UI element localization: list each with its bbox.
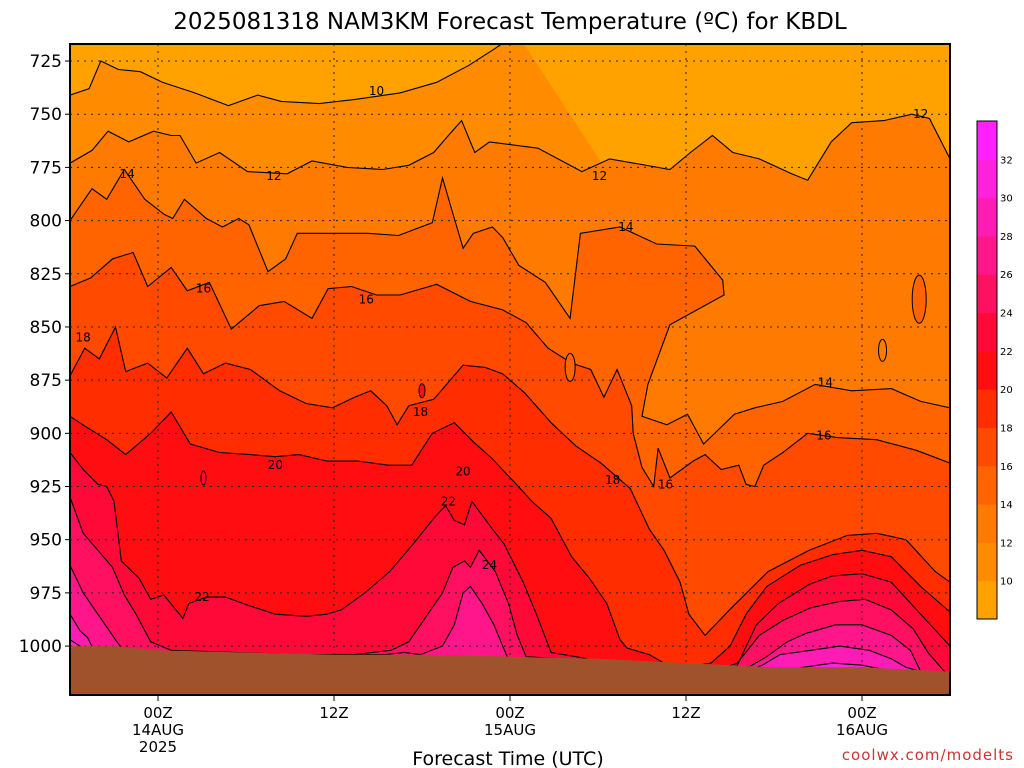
contour-labels: 10 12 12 12 14 14 14 16 16 16 16 18 18 18 20 20 22 22 24	[76, 84, 929, 604]
y-tick-label: 1000	[19, 637, 62, 657]
colorbar-tick-label: 20	[1000, 385, 1013, 396]
contour-label: 16	[816, 428, 831, 442]
x-axis-label: Forecast Time (UTC)	[412, 748, 603, 768]
contour-label: 20	[455, 465, 470, 479]
x-tick-label: 12Z	[671, 704, 700, 722]
colorbar-swatch	[977, 197, 997, 237]
colorbar-swatch	[977, 504, 997, 543]
isotherm-10	[70, 44, 503, 107]
colorbar-swatch	[977, 542, 997, 582]
isotherm-16	[70, 251, 950, 489]
colorbar-tick-label: 14	[1000, 500, 1013, 511]
contour-label: 20	[268, 458, 283, 472]
band-22	[70, 452, 950, 695]
x-tick-label: 2025	[139, 738, 177, 756]
contour-label: 14	[818, 375, 833, 389]
isotherm-closed	[418, 383, 426, 399]
isotherm-18	[70, 325, 950, 637]
colorbar-tick-label: 10	[1000, 577, 1013, 588]
colorbar-swatch	[977, 427, 997, 467]
x-tick-label: 15AUG	[484, 721, 536, 739]
contour-label: 14	[120, 167, 135, 181]
plot-area	[70, 44, 950, 695]
isotherm-closed	[564, 352, 576, 382]
x-tick-label: 16AUG	[836, 721, 888, 739]
colorbar-swatch	[977, 389, 997, 428]
colorbar-swatch	[977, 350, 997, 390]
colorbar-tick-label: 16	[1000, 462, 1013, 473]
ground-surface	[70, 646, 950, 695]
isotherm-12	[70, 113, 950, 181]
y-tick-label: 975	[30, 584, 62, 604]
isotherm-closed	[200, 470, 207, 486]
x-tick-label: 00Z	[495, 704, 524, 722]
colorbar-swatch	[977, 159, 997, 199]
colorbar-tick-label: 24	[1000, 309, 1013, 320]
contour-label: 16	[196, 282, 211, 296]
y-tick-label: 900	[30, 424, 62, 444]
chart-title: 2025081318 NAM3KM Forecast Temperature (…	[173, 9, 847, 35]
y-tick-label: 725	[30, 52, 62, 72]
y-axis: 725 750 775 800 825 850 875 900 925 950 975 1000	[19, 52, 70, 657]
colorbar-swatch	[977, 235, 997, 275]
credit-text: coolwx.com/modelts	[842, 746, 1014, 764]
x-tick-label: 00Z	[847, 704, 876, 722]
y-tick-label: 850	[30, 318, 62, 338]
y-tick-label: 925	[30, 478, 62, 498]
y-tick-label: 775	[30, 158, 62, 178]
contour-label: 12	[266, 169, 281, 183]
colorbar-tick-label: 26	[1000, 270, 1013, 281]
isotherm-20	[70, 411, 950, 668]
colorbar-frame	[976, 120, 998, 620]
colorbar-tick-label: 18	[1000, 423, 1013, 434]
contour-label: 18	[76, 331, 91, 345]
y-tick-label: 800	[30, 212, 62, 232]
y-tick-label: 750	[30, 105, 62, 125]
contour-label: 22	[194, 590, 209, 604]
contour-label: 18	[605, 473, 620, 487]
contour-label: 12	[592, 169, 607, 183]
contour-label: 24	[482, 558, 497, 572]
contour-label: 12	[913, 107, 928, 121]
y-tick-label: 825	[30, 265, 62, 285]
colorbar-tick-label: 12	[1000, 538, 1013, 549]
colorbar: 10 12 14 16 18 20 22 24 26 28 30 32	[976, 120, 1013, 620]
isotherm-closed	[911, 274, 927, 324]
x-tick-label: 00Z	[143, 704, 172, 722]
contour-label: 14	[618, 220, 633, 234]
contour-label: 16	[359, 292, 374, 306]
isotherm-14	[70, 168, 950, 445]
colorbar-tick-label: 22	[1000, 347, 1013, 358]
contour-label: 18	[413, 405, 428, 419]
isotherm-closed	[878, 338, 888, 362]
y-tick-label: 875	[30, 371, 62, 391]
colorbar-swatch	[977, 580, 997, 620]
y-tick-label: 950	[30, 531, 62, 551]
colorbar-tick-label: 28	[1000, 232, 1013, 243]
contour-label: 22	[441, 494, 456, 508]
isotherm-24	[70, 496, 950, 679]
colorbar-tick-label: 30	[1000, 194, 1013, 205]
colorbar-swatch	[977, 312, 997, 352]
contour-label: 16	[658, 477, 673, 491]
colorbar-swatch	[977, 465, 997, 505]
x-tick-label: 14AUG	[132, 721, 184, 739]
contour-label: 10	[369, 84, 384, 98]
x-tick-label: 12Z	[319, 704, 348, 722]
colorbar-tick-label: 32	[1000, 155, 1013, 166]
isotherm-22	[70, 452, 950, 673]
colorbar-swatch	[977, 121, 997, 160]
colorbar-swatch	[977, 274, 997, 314]
